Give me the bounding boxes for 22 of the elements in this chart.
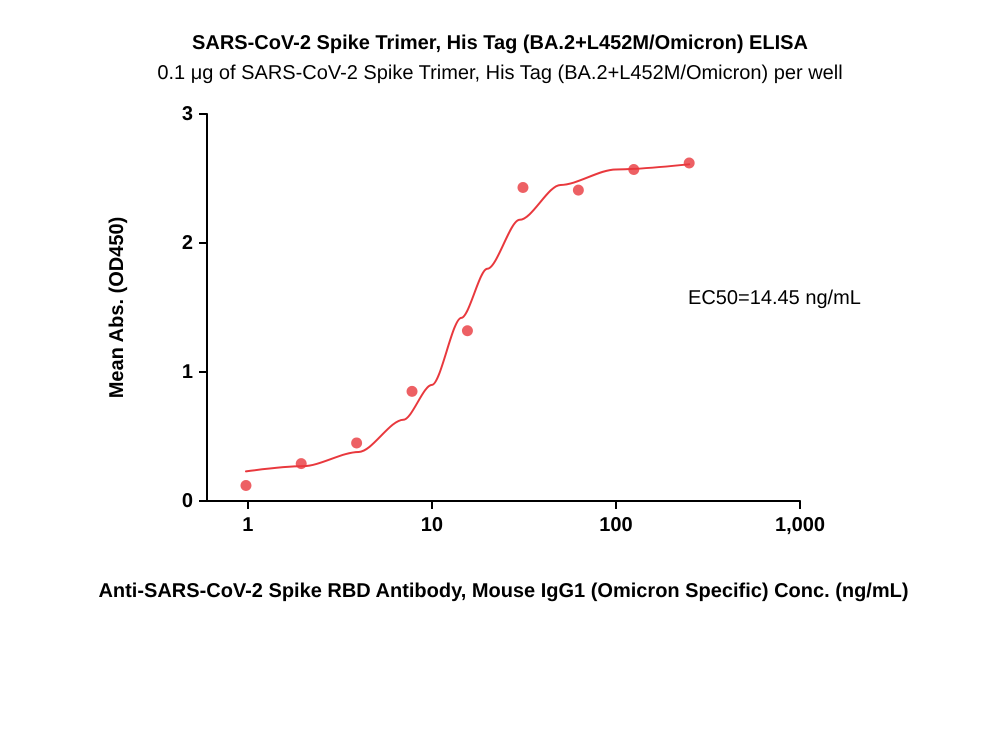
point (351, 437, 362, 448)
annotation: EC50=14.45 ng/mL (688, 287, 861, 309)
point (296, 458, 307, 470)
x-tick-label: 100 (599, 514, 633, 536)
chart-subtitle: 0.1 μg of SARS-CoV-2 Spike Trimer, His Tag (BA.2+L452M/Omicron) per well (157, 62, 843, 84)
y-tick-label: 3 (182, 103, 193, 125)
x-axis-title: Anti-SARS-CoV-2 Spike RBD Antibody, Mouse IgG1 (Omicron Specific) Conc. (ng/mL) (98, 580, 909, 602)
point (462, 325, 473, 336)
chart-title: SARS-CoV-2 Spike Trimer, His Tag (BA.2+L452M/Omicron) ELISA (192, 32, 808, 54)
x-tick-label: 1,000 (774, 514, 826, 536)
y-tick-label: 2 (182, 232, 193, 254)
y-axis-title: Mean Abs. (OD450) (106, 216, 128, 398)
y-tick-label: 0 (182, 490, 193, 512)
point (240, 480, 252, 492)
point (406, 386, 418, 397)
point (572, 184, 584, 196)
point (517, 182, 528, 194)
x-tick-label: 10 (420, 514, 444, 536)
x-tick-label: 1 (242, 514, 254, 536)
y-tick-label: 1 (182, 361, 193, 383)
point (684, 158, 695, 169)
point (628, 164, 640, 175)
